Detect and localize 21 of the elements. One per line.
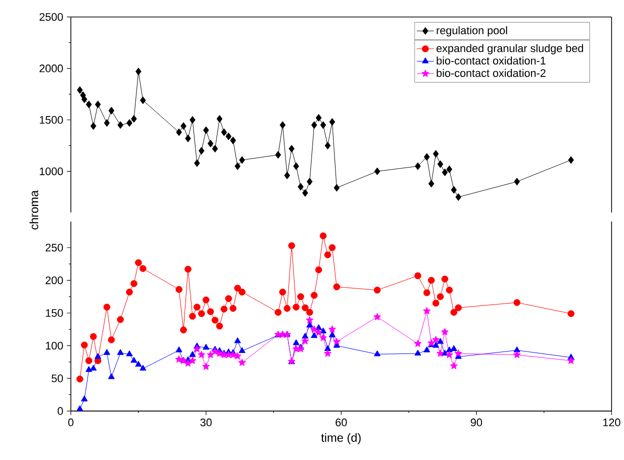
y-tick-label: 1000 (40, 168, 63, 176)
x-tick-label: 0 (68, 418, 74, 426)
y-tick-label: 0 (58, 407, 63, 415)
legend-label: bio-contact oxidation-2 (436, 68, 546, 77)
y-tick-label: 2000 (40, 64, 63, 72)
x-tick-label: 30 (200, 418, 212, 426)
y-tick-label: 200 (46, 276, 63, 284)
y-tick-label: 2500 (40, 13, 63, 21)
y-tick-label: 1500 (40, 116, 63, 124)
x-tick-label: 90 (470, 418, 482, 426)
legend-label: regulation pool (436, 26, 508, 36)
x-tick-label: 60 (336, 418, 347, 426)
y-tick-label: 50 (52, 374, 63, 382)
y-tick-label: 250 (46, 244, 63, 252)
x-tick-label: 120 (603, 418, 620, 426)
x-axis-title: time (d) (321, 433, 361, 444)
y-tick-label: 100 (46, 342, 63, 350)
legend-label: expanded granular sludge bed (436, 44, 584, 54)
y-axis-title: chroma (30, 190, 38, 230)
legend-label: bio-contact oxidation-1 (436, 56, 546, 65)
y-tick-label: 150 (46, 309, 63, 317)
